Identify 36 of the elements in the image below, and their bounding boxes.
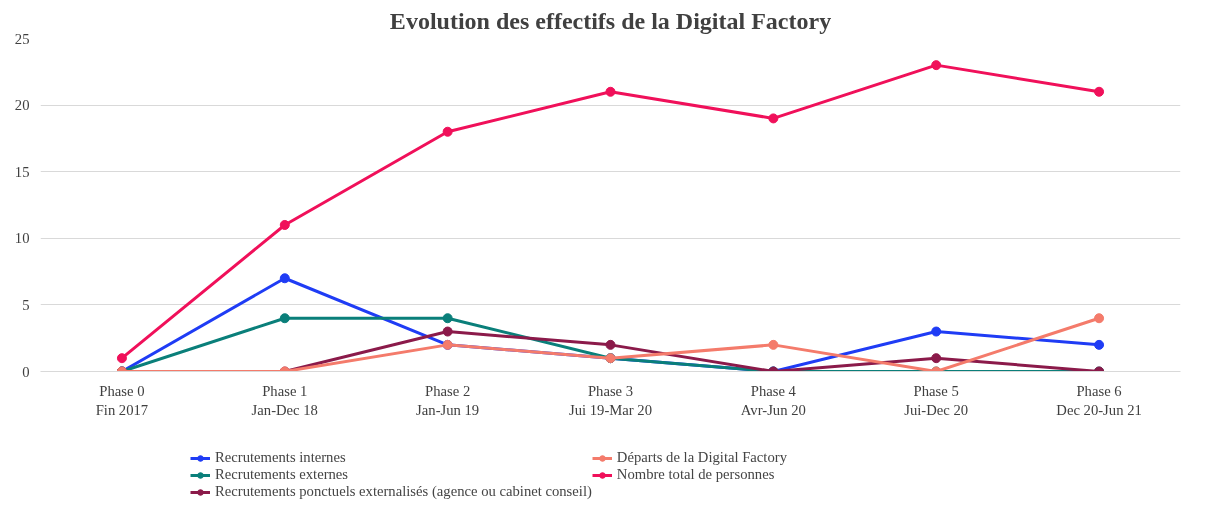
legend-label: Recrutements externes	[215, 466, 350, 483]
point	[442, 313, 453, 324]
point	[768, 339, 779, 350]
point	[279, 313, 290, 324]
y-tick-label: 0	[22, 363, 30, 380]
point	[442, 126, 453, 137]
legend-label: Recrutements internes	[215, 449, 347, 466]
chart-title: Evolution des effectifs de la Digital Factory	[389, 7, 832, 34]
x-tick-label: Phase 6 Dec 20-Jun 21	[1056, 382, 1142, 418]
legend-label: Recrutements ponctuels externalisés (agence ou cabinet conseil)	[215, 483, 592, 500]
legend-label: Départs de la Digital Factory	[616, 449, 788, 466]
x-tick-label: Phase 4 Avr-Jun 20	[740, 382, 806, 418]
x-tick-label: Phase 1 Jan-Dec 18	[251, 382, 318, 418]
point	[1094, 86, 1105, 97]
legend-label: Nombre total de personnes	[616, 466, 776, 483]
x-tick-label: Phase 2 Jan-Jun 19	[416, 382, 480, 418]
x-tick-label: Phase 0 Fin 2017	[95, 382, 149, 418]
point	[931, 353, 942, 364]
point	[116, 353, 127, 364]
point	[279, 273, 290, 284]
point	[279, 219, 290, 230]
y-tick-label: 5	[22, 296, 30, 313]
y-tick-label: 20	[14, 97, 30, 114]
y-tick-label: 10	[14, 230, 30, 247]
point	[768, 113, 779, 124]
point	[605, 339, 616, 350]
point	[442, 326, 453, 337]
point	[931, 326, 942, 337]
point	[605, 86, 616, 97]
x-tick-label: Phase 3 Jui 19-Mar 20	[568, 382, 653, 418]
point	[1094, 339, 1105, 350]
point	[931, 60, 942, 71]
x-tick-label: Phase 5 Jui-Dec 20	[904, 382, 969, 418]
y-tick-label: 25	[14, 30, 30, 47]
point	[1094, 313, 1105, 324]
y-tick-label: 15	[14, 163, 30, 180]
